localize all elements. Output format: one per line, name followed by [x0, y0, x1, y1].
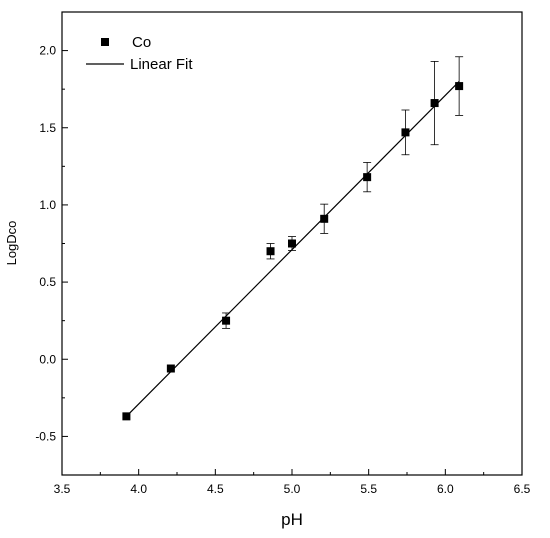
data-point-1	[166, 364, 175, 373]
y-tick-label-4: 1.5	[39, 121, 56, 135]
data-point-7	[401, 128, 410, 137]
x-tick-label-2: 4.5	[207, 482, 224, 496]
y-tick-label-1: 0.0	[39, 352, 56, 366]
data-points-layer	[122, 56, 464, 421]
y-tick-label-0: -0.5	[35, 429, 56, 443]
y-tick-label-3: 1.0	[39, 198, 56, 212]
legend-label-co: Co	[132, 34, 151, 51]
x-axis-ticks: 3.5 4.0 4.5 5.0 5.5 6.0 6.5	[54, 469, 531, 496]
data-point-4	[288, 239, 296, 248]
x-tick-label-5: 6.0	[437, 482, 454, 496]
y-tick-label-2: 0.5	[39, 275, 56, 289]
linear-fit-line	[125, 81, 460, 417]
x-tick-label-3: 5.0	[284, 482, 301, 496]
legend-marker-co	[101, 38, 109, 46]
data-point-5	[320, 214, 329, 223]
data-point-6	[363, 173, 372, 182]
legend: Co Linear Fit	[86, 34, 193, 73]
linear-fit-layer	[125, 81, 460, 417]
data-point-3	[266, 247, 275, 256]
y-axis-ticks: -0.5 0.0 0.5 1.0 1.5 2.0	[35, 11, 68, 476]
data-point-2	[222, 316, 231, 325]
x-tick-label-6: 6.5	[514, 482, 531, 496]
data-point-0	[122, 412, 131, 421]
x-tick-label-4: 5.5	[360, 482, 377, 496]
legend-label-linear-fit: Linear Fit	[130, 56, 193, 73]
x-axis-title: pH	[281, 510, 303, 529]
data-point-8	[430, 99, 439, 108]
x-tick-label-1: 4.0	[130, 482, 147, 496]
x-tick-label-0: 3.5	[54, 482, 71, 496]
y-axis-title: LogDco	[4, 221, 19, 266]
y-tick-label-5: 2.0	[39, 44, 56, 58]
data-point-9	[455, 82, 464, 91]
